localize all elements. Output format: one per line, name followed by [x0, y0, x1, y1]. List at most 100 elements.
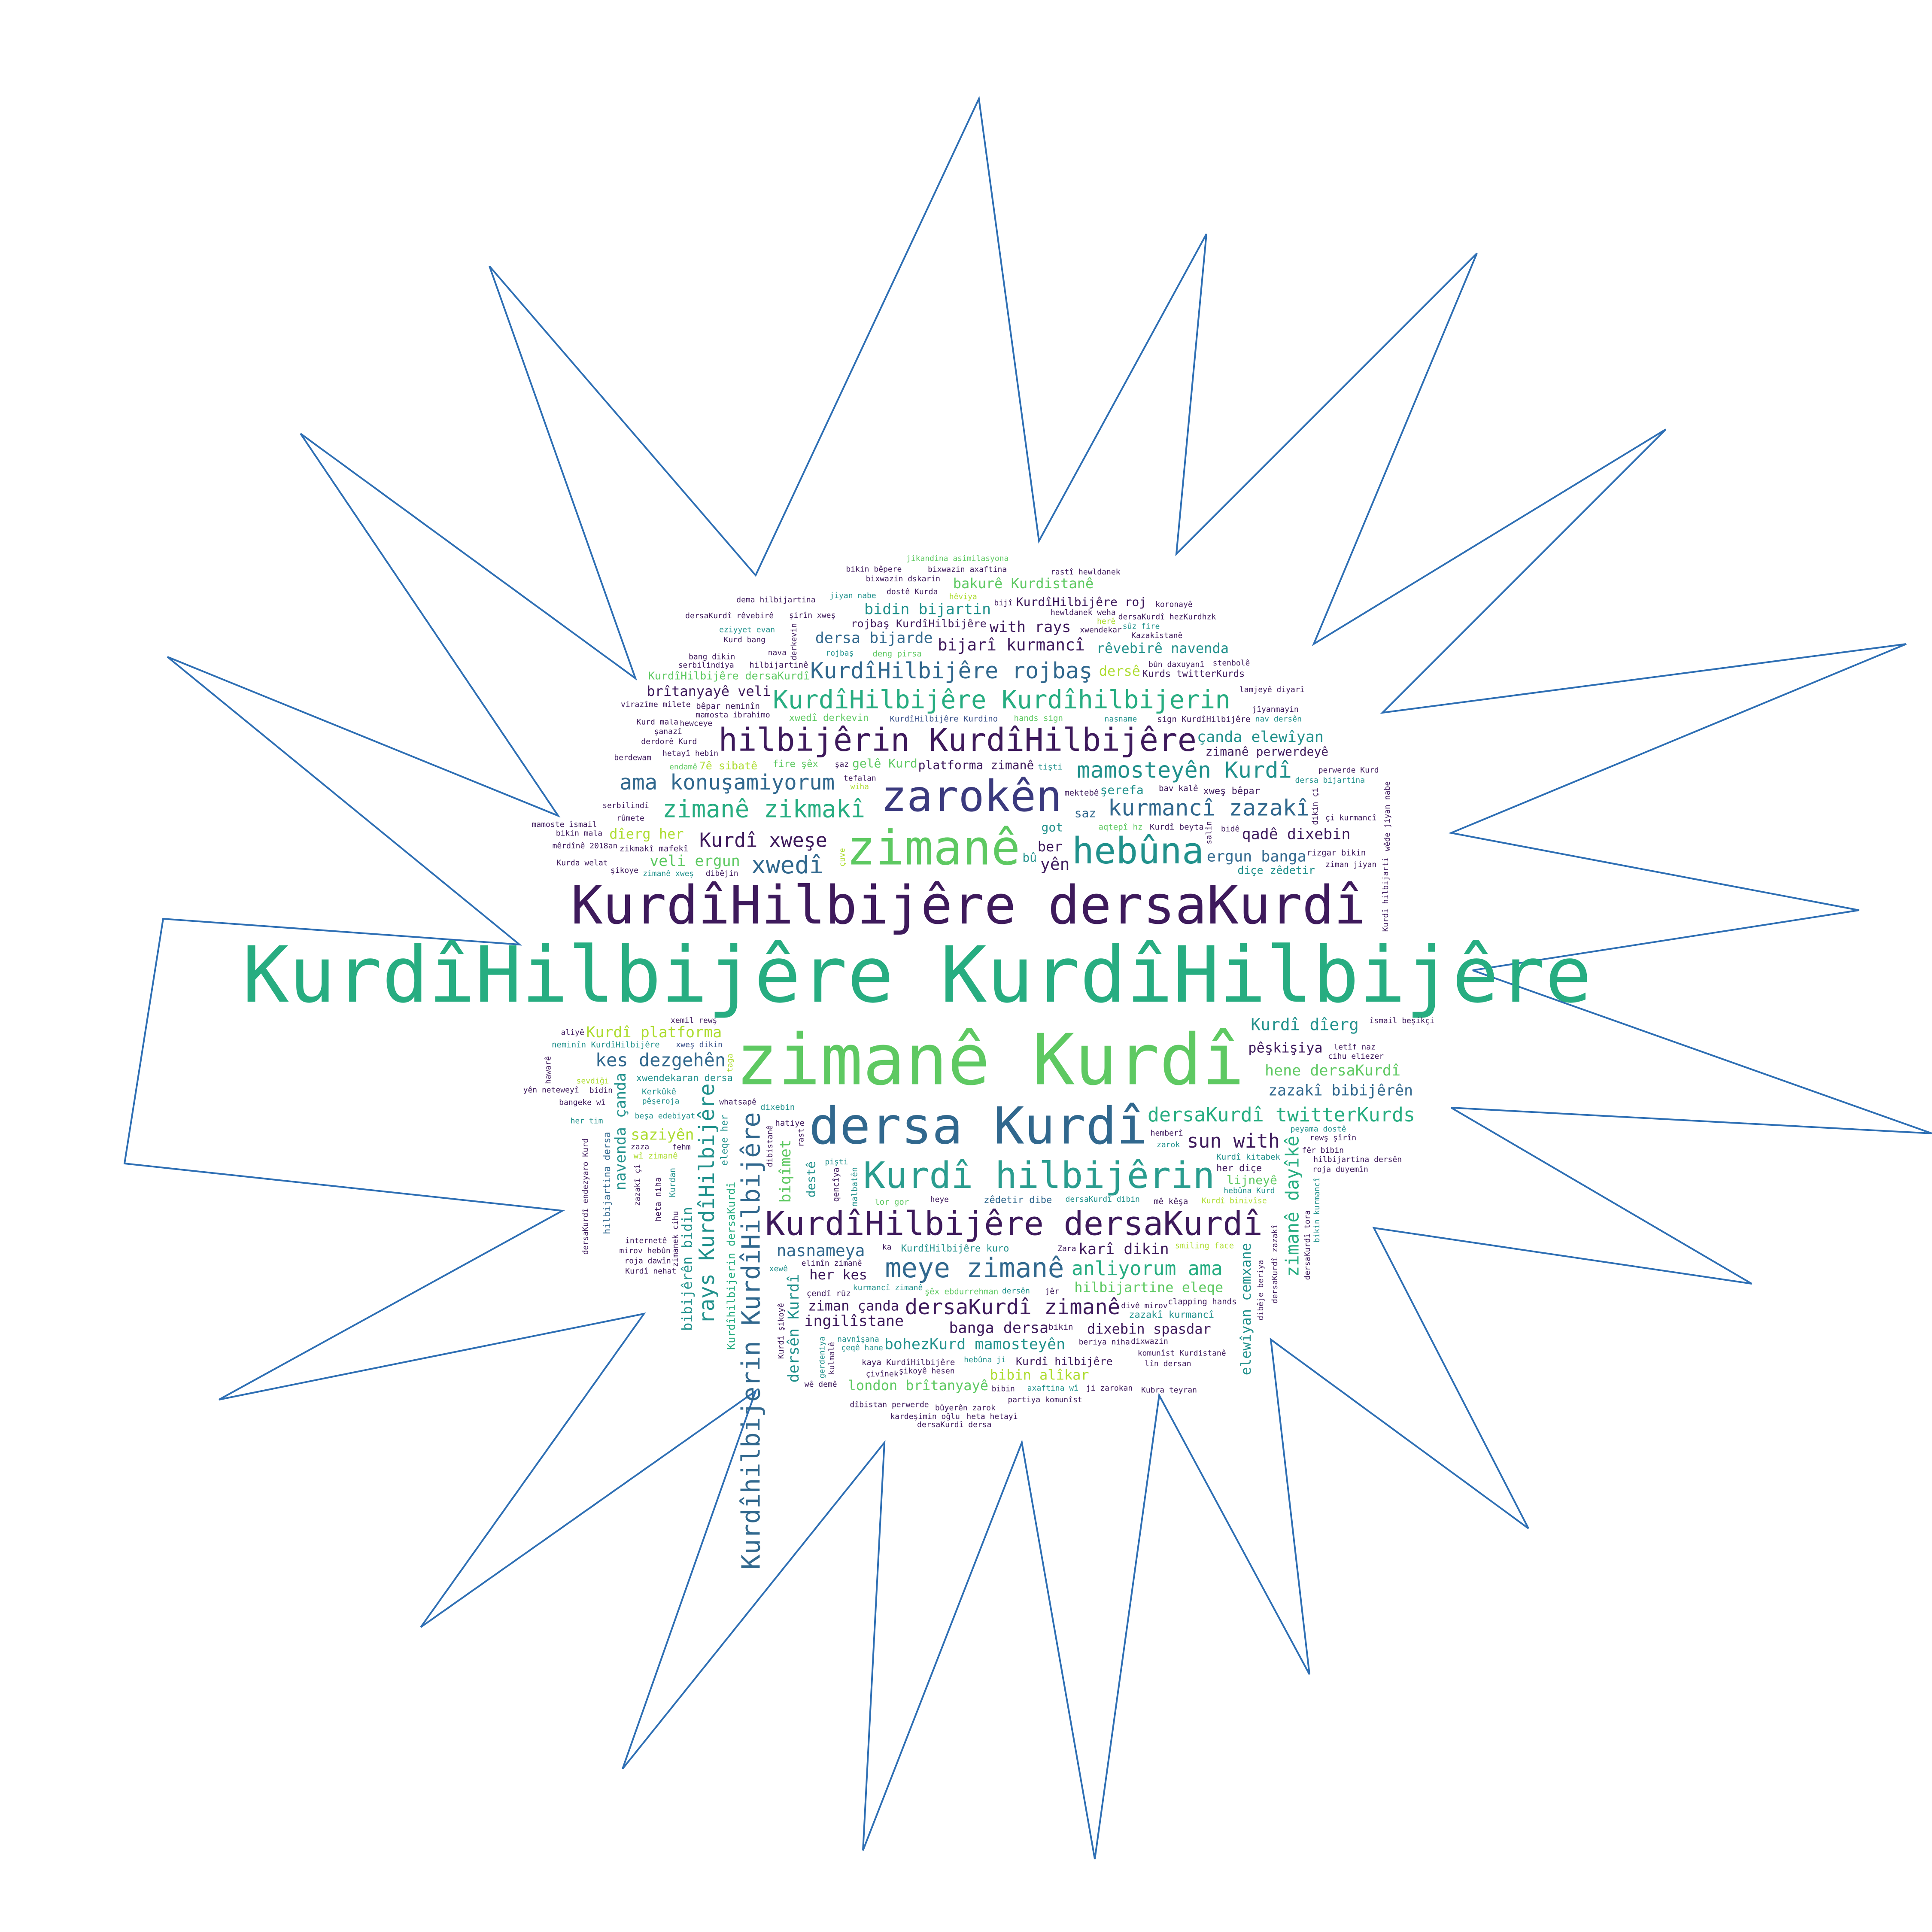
word-cloud-term: bang dikin: [689, 652, 735, 661]
word-cloud-term: zimanê xweş: [643, 869, 694, 878]
word-cloud-term: nav dersên: [1255, 714, 1302, 723]
word-cloud-term: aliyê: [561, 1028, 584, 1037]
word-cloud-term: kurmancî zazakî: [1108, 795, 1310, 821]
word-cloud-term: nasnameya: [777, 1241, 865, 1260]
word-cloud-term: bikin mala: [556, 829, 602, 838]
word-cloud-term: bû: [1022, 851, 1037, 865]
word-cloud-term: roja duyemîn: [1312, 1165, 1368, 1174]
word-cloud-term: clapping hands: [1168, 1297, 1236, 1306]
word-cloud-term: pêşeroja: [642, 1097, 680, 1106]
word-cloud-term: hebûna: [1072, 830, 1204, 872]
word-cloud-term: çendî rûz: [807, 1289, 851, 1298]
word-cloud-term: diçe zêdetir: [1237, 864, 1315, 877]
word-cloud-term: bijarî kurmancî: [938, 635, 1085, 654]
word-cloud-term: derkevin: [790, 623, 799, 660]
word-cloud-term: sevdiği: [577, 1076, 609, 1085]
word-cloud-term: rastî hewldanek: [1051, 568, 1121, 577]
word-cloud-term: kardeşimin oğlu: [890, 1412, 960, 1421]
word-cloud-term: berdewam: [614, 753, 651, 762]
word-cloud-term: hilbijartina dersa: [602, 1132, 613, 1234]
word-cloud-term: zimanê dayîkê: [1282, 1136, 1303, 1277]
word-cloud-term: dersaKurdî hezKurdhzk: [1118, 613, 1216, 622]
word-cloud-term: peyama dostê: [1291, 1124, 1346, 1133]
word-cloud-term: divê mirov: [1121, 1301, 1167, 1310]
word-cloud-term: virazîme milete: [621, 700, 691, 709]
word-cloud-term: tişti: [1038, 762, 1062, 772]
word-cloud-term: neminîn KurdîHilbijêre: [552, 1040, 660, 1050]
word-cloud-term: hawarê: [544, 1056, 553, 1084]
word-cloud-term: malbatên: [850, 1167, 859, 1206]
word-cloud-term: dersaKurdî dibin: [1066, 1195, 1140, 1204]
word-cloud-term: navenda çanda: [612, 1073, 629, 1191]
word-cloud-term: zaza: [631, 1142, 649, 1151]
word-cloud-term: anliyorum ama: [1072, 1257, 1223, 1280]
word-cloud-term: Kurdîhilbijerin dersaKurdî: [725, 1182, 737, 1350]
word-cloud-term: ama konuşamiyorum: [620, 770, 835, 795]
word-cloud-term: bibijêrên bidin: [679, 1207, 696, 1331]
word-cloud-term: Kurdî hilbijêre: [1016, 1355, 1113, 1367]
word-cloud-term: zimanek cihu: [671, 1211, 680, 1267]
word-cloud-term: xemil rewş: [671, 1016, 717, 1025]
word-cloud-term: letîf naz: [1334, 1043, 1376, 1052]
word-cloud-term: pêşkişiya: [1248, 1040, 1322, 1056]
word-cloud-term: partiya komunîst: [1008, 1395, 1082, 1404]
word-cloud-term: dersa bijarde: [815, 629, 933, 647]
word-cloud-term: yên neteweyî: [523, 1085, 579, 1094]
word-cloud-term: Kurdan: [668, 1168, 677, 1197]
word-cloud-term: veli ergun: [650, 853, 740, 870]
word-cloud-term: dixebin: [760, 1103, 795, 1112]
word-cloud-term: wiha: [851, 782, 869, 791]
word-cloud-term: kulmalê: [827, 1342, 836, 1375]
word-cloud-term: dersaKurdî endezyaro Kurd: [581, 1138, 590, 1255]
word-cloud-term: çanda elewîyan: [1197, 729, 1324, 746]
word-cloud-term: Kurda welat: [556, 859, 608, 868]
word-cloud-term: zikmakî mafekî: [620, 844, 688, 854]
word-cloud-term: dibêje beriya: [1256, 1260, 1265, 1321]
word-cloud-term: hetayî hebin: [662, 749, 718, 758]
word-cloud-term: îsmail beşikçi: [1369, 1016, 1434, 1025]
word-cloud-term: dîbistan perwerde: [850, 1400, 929, 1410]
word-cloud-term: KurdîHilbijêre rojbaş: [810, 658, 1092, 684]
word-cloud-term: nava: [768, 648, 787, 657]
word-cloud-term: biqîmet: [777, 1139, 794, 1203]
word-cloud-term: elewîyan cemxane: [1238, 1243, 1254, 1375]
word-cloud-term: dostê Kurda: [887, 587, 938, 596]
word-cloud-term: sign KurdîHilbijêre: [1157, 714, 1250, 724]
word-cloud-term: hilbijêrin KurdîHilbijêre: [718, 722, 1197, 759]
word-cloud-term: zimanê Kurdî: [735, 1019, 1244, 1101]
word-cloud-term: rêvebirê navenda: [1097, 640, 1229, 656]
word-cloud-term: brîtanyayê veli: [647, 683, 771, 699]
word-cloud-term: ji zarokan: [1086, 1384, 1133, 1393]
word-cloud-term: xwedî derkevin: [789, 713, 869, 723]
word-cloud-term: xwedî: [751, 851, 824, 879]
word-cloud-term: bohezKurd mamosteyên: [884, 1336, 1065, 1353]
word-cloud-term: şanazî: [654, 727, 682, 736]
word-cloud-term: Kerkûkê: [642, 1087, 676, 1097]
word-cloud-term: bakurê Kurdistanê: [953, 575, 1094, 592]
word-cloud-term: pişti: [825, 1157, 848, 1166]
word-cloud-term: serbilindî: [602, 801, 649, 810]
word-cloud-term: got: [1042, 820, 1063, 834]
word-cloud-term: hilbijartinê: [749, 660, 808, 670]
word-cloud-term: dersaKurdî rêvebirê: [685, 611, 774, 620]
word-cloud-term: lijneyê: [1227, 1173, 1277, 1187]
word-cloud-term: bijî: [994, 598, 1012, 608]
word-cloud-term: bixwazin axaftina: [928, 565, 1007, 574]
word-cloud-term: sûz fire: [1123, 622, 1160, 631]
word-cloud-term: mê kêşa: [1154, 1197, 1188, 1206]
word-cloud-term: nasname: [1105, 714, 1137, 723]
word-cloud-term: heta niha: [653, 1177, 663, 1221]
word-cloud-term: herê: [1097, 617, 1115, 626]
word-cloud-term: zarokên: [881, 771, 1062, 821]
word-cloud-term: hêviya: [949, 592, 977, 601]
word-cloud-term: çuve: [838, 848, 847, 866]
word-cloud-term: taga: [726, 1054, 735, 1072]
word-cloud-term: ziman çanda: [808, 1298, 899, 1314]
word-cloud-term: ziman jiyan: [1325, 860, 1376, 869]
word-cloud-term: Kurdîhilbijerin KurdîHilbijêre: [736, 1112, 766, 1570]
word-cloud-term: rûmete: [617, 814, 644, 823]
word-cloud-term: dersên Kurdî: [785, 1274, 802, 1382]
word-cloud-term: rizgar bikin: [1307, 848, 1366, 857]
word-cloud-term: jîyanmayin: [1252, 705, 1298, 714]
